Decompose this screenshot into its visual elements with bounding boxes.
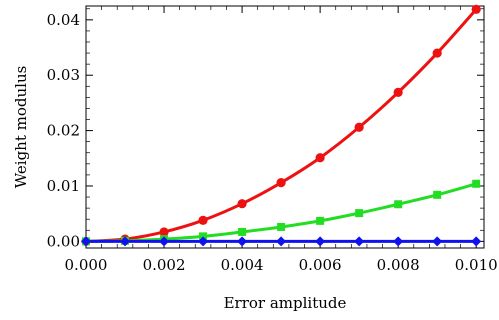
series-3-point <box>432 236 443 247</box>
series-2-line <box>85 182 477 243</box>
series-3-point <box>237 236 248 247</box>
y-tick-label: 0.02 <box>47 122 80 140</box>
series-3-point <box>354 236 365 247</box>
x-tick-label: 0.002 <box>143 256 186 274</box>
x-tick-label: 0.006 <box>299 256 342 274</box>
series-1-point <box>393 87 403 97</box>
series-1-point <box>432 48 442 58</box>
series-1-point <box>198 215 208 225</box>
y-tick-label: 0.01 <box>47 177 80 195</box>
axis-ticks <box>85 6 484 248</box>
series-2-point <box>238 227 247 236</box>
series-3-point <box>198 236 209 247</box>
tick-labels: 0.000 0.002 0.004 0.006 0.008 0.010 0.00 0.01 0.… <box>47 11 498 274</box>
series-1-point <box>471 4 481 14</box>
series-1-point <box>354 122 364 132</box>
series-1-point <box>159 227 169 237</box>
series-3-point <box>276 236 287 247</box>
series-2-point <box>472 179 481 188</box>
series-3-point <box>471 236 482 247</box>
series-lines <box>85 8 478 243</box>
x-tick-label: 0.010 <box>455 256 498 274</box>
series-1-point <box>276 178 286 188</box>
y-tick-label: 0.04 <box>47 11 80 29</box>
series-3-point <box>120 236 131 247</box>
x-axis-label: Error amplitude <box>224 294 347 312</box>
x-tick-label: 0.004 <box>221 256 264 274</box>
series-2-point <box>355 209 364 218</box>
series-2-point <box>316 216 325 225</box>
x-tick-label: 0.008 <box>377 256 420 274</box>
series-2-point <box>277 222 286 231</box>
series-1-point <box>237 199 247 209</box>
series-1-line <box>85 8 478 243</box>
series-1-point <box>315 153 325 163</box>
series-2-point <box>394 200 403 209</box>
series-3-point <box>315 236 326 247</box>
plot-frame <box>85 5 485 249</box>
y-tick-label: 0.03 <box>47 66 80 84</box>
series-3-point <box>81 236 91 247</box>
series-3-point <box>393 236 404 247</box>
y-axis-label: Weight modulus <box>12 66 30 189</box>
x-tick-label: 0.000 <box>65 256 108 274</box>
y-tick-label: 0.00 <box>47 232 80 250</box>
plot-border <box>85 5 485 249</box>
series-markers <box>81 4 482 247</box>
series-3-point <box>159 236 170 247</box>
series-2-point <box>433 190 442 199</box>
